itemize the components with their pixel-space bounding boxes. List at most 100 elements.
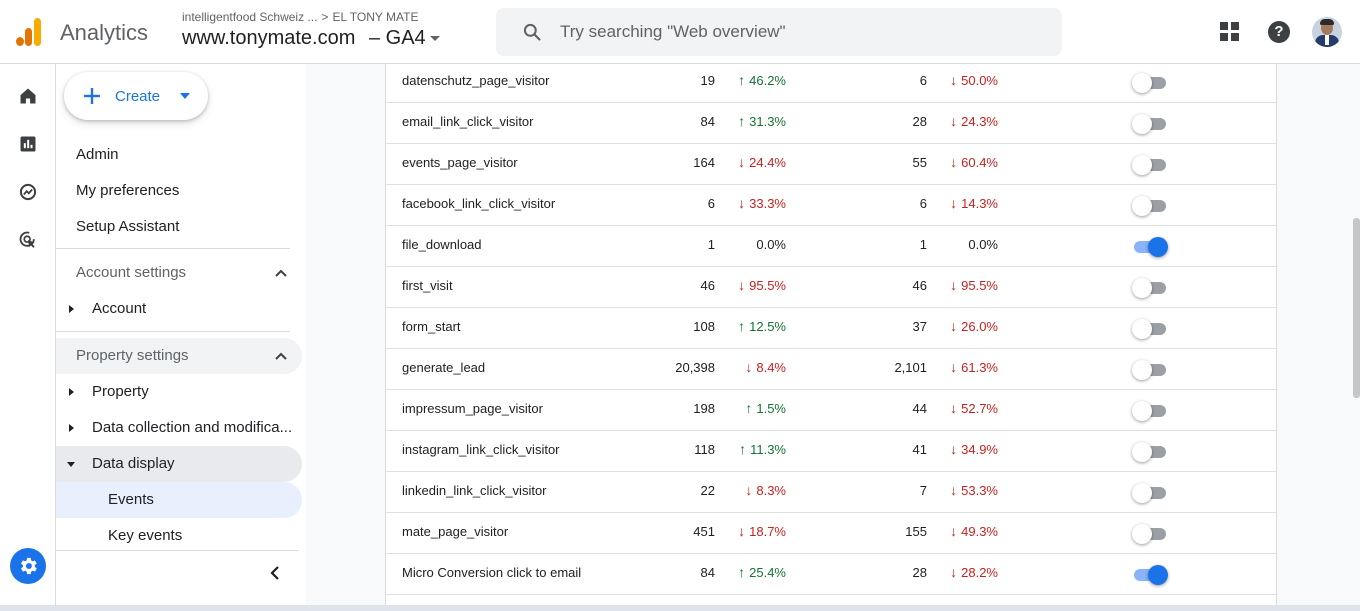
event-name[interactable]: Micro Conversion click to email — [402, 565, 582, 580]
avatar[interactable] — [1312, 17, 1342, 47]
nav-data-collection[interactable]: Data collection and modifica... — [56, 410, 302, 446]
table-row[interactable]: mate_page_visitor 451 ↓ 18.7% 155 ↓ 49.3% — [386, 513, 1276, 554]
table-row[interactable]: Micro Conversion click to email 84 ↑ 25.4% 2… — [386, 554, 1276, 595]
arrow-up-icon: ↑ — [738, 72, 746, 88]
create-button[interactable]: Create — [64, 72, 208, 120]
count-change-value: 33.3% — [749, 196, 786, 211]
key-event-toggle[interactable] — [1132, 278, 1168, 298]
account-breadcrumb[interactable]: intelligentfood Schweiz ... > EL TONY MATE — [182, 10, 418, 24]
event-name[interactable]: file_download — [402, 237, 482, 252]
event-name[interactable]: generate_lead — [402, 360, 486, 375]
users-change-value: 50.0% — [961, 73, 998, 88]
count-change: ↓ 95.5% — [736, 278, 786, 293]
count-change: 0.0% — [736, 237, 786, 252]
event-name[interactable]: form_start — [402, 319, 461, 334]
main-content: datenschutz_page_visitor 19 ↑ 46.2% 6 ↓ 50.0%e… — [306, 64, 1360, 611]
chevron-up-icon — [275, 269, 287, 277]
caret-down-icon — [67, 462, 75, 467]
key-event-toggle[interactable] — [1132, 524, 1168, 544]
table-row[interactable]: generate_lead 20,398 ↓ 8.4% 2,101 ↓ 61.3% — [386, 349, 1276, 390]
table-row[interactable]: instagram_link_click_visitor 118 ↑ 11.3% 41 ↓… — [386, 431, 1276, 472]
event-name[interactable]: instagram_link_click_visitor — [402, 442, 560, 457]
key-event-toggle[interactable] — [1132, 155, 1168, 175]
explore-icon[interactable] — [18, 182, 38, 202]
users-change: ↓ 50.0% — [948, 73, 998, 88]
account-sub-name: EL TONY MATE — [332, 10, 419, 24]
event-name[interactable]: facebook_link_click_visitor — [402, 196, 556, 211]
key-event-toggle[interactable] — [1132, 114, 1168, 134]
advertising-icon[interactable] — [18, 230, 38, 250]
key-event-toggle[interactable] — [1132, 483, 1168, 503]
event-users: 28 — [912, 114, 927, 129]
apps-grid-icon[interactable] — [1220, 22, 1240, 42]
key-event-toggle[interactable] — [1132, 237, 1168, 257]
scrollbar[interactable] — [1353, 218, 1360, 398]
users-change-value: 34.9% — [961, 442, 998, 457]
event-name[interactable]: first_visit — [402, 278, 453, 293]
nav-data-display[interactable]: Data display — [56, 446, 302, 482]
search-bar[interactable]: Try searching "Web overview" — [496, 8, 1062, 56]
nav-admin[interactable]: Admin — [76, 146, 119, 163]
event-name[interactable]: mate_page_visitor — [402, 524, 509, 539]
chevron-right-icon: > — [321, 10, 329, 24]
event-name[interactable]: email_link_click_visitor — [402, 114, 534, 129]
users-change: ↓ 24.3% — [948, 114, 998, 129]
event-count: 6 — [707, 196, 715, 211]
nav-key-events[interactable]: Key events — [56, 518, 302, 554]
event-users: 7 — [919, 483, 927, 498]
key-event-toggle[interactable] — [1132, 401, 1168, 421]
table-row[interactable]: form_start 108 ↑ 12.5% 37 ↓ 26.0% — [386, 308, 1276, 349]
event-name[interactable]: events_page_visitor — [402, 155, 518, 170]
count-change-value: 1.5% — [756, 401, 786, 416]
table-row[interactable]: impressum_page_visitor 198 ↑ 1.5% 44 ↓ 52.7% — [386, 390, 1276, 431]
count-change: ↓ 8.3% — [736, 483, 786, 498]
key-event-toggle[interactable] — [1132, 196, 1168, 216]
help-icon[interactable]: ? — [1268, 21, 1290, 43]
nav-label: Property — [92, 383, 149, 400]
arrow-up-icon: ↑ — [738, 113, 746, 129]
horizontal-scrollbar[interactable] — [0, 605, 1360, 611]
key-event-toggle[interactable] — [1132, 565, 1168, 585]
property-settings-header[interactable]: Property settings — [56, 338, 302, 374]
table-row[interactable]: linkedin_link_click_visitor 22 ↓ 8.3% 7 ↓ 53.3… — [386, 472, 1276, 513]
nav-property[interactable]: Property — [56, 374, 302, 410]
caret-right-icon — [69, 424, 74, 432]
event-count: 164 — [693, 155, 715, 170]
arrow-down-icon: ↓ — [950, 441, 958, 457]
nav-account[interactable]: Account — [56, 291, 302, 327]
account-settings-header[interactable]: Account settings — [56, 255, 302, 291]
key-event-toggle[interactable] — [1132, 319, 1168, 339]
table-row[interactable]: file_download 1 0.0% 1 0.0% — [386, 226, 1276, 267]
arrow-down-icon: ↓ — [745, 482, 753, 498]
event-name[interactable]: linkedin_link_click_visitor — [402, 483, 547, 498]
users-change-value: 49.3% — [961, 524, 998, 539]
table-row[interactable]: datenschutz_page_visitor 19 ↑ 46.2% 6 ↓ 50.0% — [386, 64, 1276, 103]
nav-setup-assistant[interactable]: Setup Assistant — [76, 218, 180, 235]
nav-label: Events — [108, 491, 154, 508]
chevron-left-icon[interactable] — [268, 566, 282, 580]
nav-label: Account — [92, 300, 147, 317]
nav-label: Data collection and modifica... — [92, 419, 293, 436]
admin-settings-button[interactable] — [10, 548, 46, 584]
table-row[interactable]: facebook_link_click_visitor 6 ↓ 33.3% 6 ↓ 14.3… — [386, 185, 1276, 226]
nav-events[interactable]: Events — [56, 482, 302, 518]
nav-my-preferences[interactable]: My preferences — [76, 182, 180, 199]
event-name[interactable]: datenschutz_page_visitor — [402, 73, 550, 88]
count-change-value: 18.7% — [749, 524, 786, 539]
home-icon[interactable] — [18, 86, 38, 106]
key-event-toggle[interactable] — [1132, 442, 1168, 462]
arrow-down-icon: ↓ — [950, 72, 958, 88]
key-event-toggle[interactable] — [1132, 360, 1168, 380]
property-selector[interactable]: www.tonymate.com – GA4 — [182, 27, 440, 50]
event-name[interactable]: impressum_page_visitor — [402, 401, 543, 416]
table-row[interactable]: email_link_click_visitor 84 ↑ 31.3% 28 ↓ 24.3% — [386, 103, 1276, 144]
event-count: 84 — [700, 565, 715, 580]
table-row[interactable]: first_visit 46 ↓ 95.5% 46 ↓ 95.5% — [386, 267, 1276, 308]
event-users: 6 — [919, 196, 927, 211]
key-event-toggle[interactable] — [1132, 73, 1168, 93]
table-row[interactable]: events_page_visitor 164 ↓ 24.4% 55 ↓ 60.4% — [386, 144, 1276, 185]
count-change: ↓ 24.4% — [736, 155, 786, 170]
reports-icon[interactable] — [18, 134, 38, 154]
event-count: 84 — [700, 114, 715, 129]
analytics-logo[interactable] — [16, 18, 42, 46]
